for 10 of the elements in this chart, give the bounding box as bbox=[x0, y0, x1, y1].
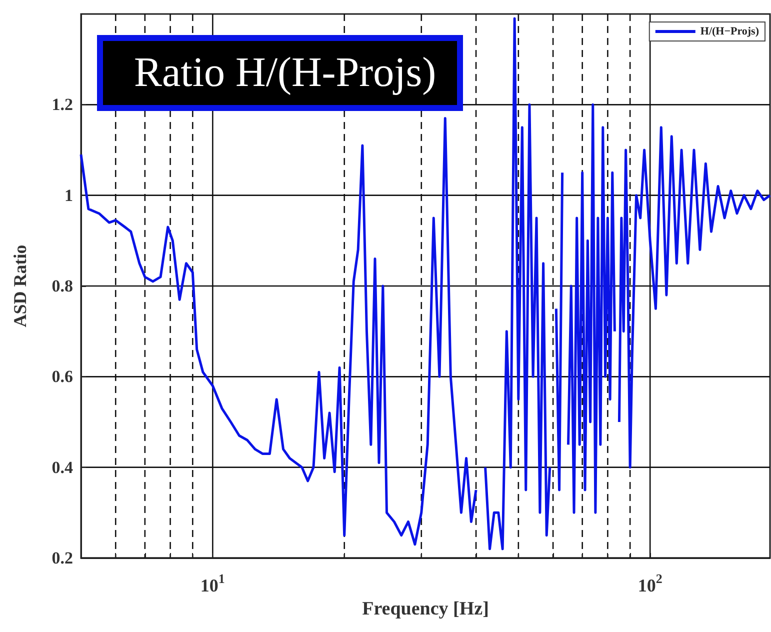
y-tick-label: 0.2 bbox=[52, 548, 73, 568]
y-tick-label: 1 bbox=[64, 186, 73, 205]
text: Ratio H/(H-Projs) bbox=[134, 50, 436, 96]
y-axis-title: ASD Ratio bbox=[10, 244, 30, 328]
y-tick-label: 1.2 bbox=[52, 95, 73, 114]
x-axis-title: Frequency [Hz] bbox=[362, 598, 489, 620]
y-tick-label: 0.8 bbox=[52, 276, 73, 296]
y-tick-label: 0.6 bbox=[52, 367, 73, 386]
y-tick-label: 0.4 bbox=[52, 458, 74, 477]
legend-label: H/(H−Projs) bbox=[700, 26, 760, 38]
